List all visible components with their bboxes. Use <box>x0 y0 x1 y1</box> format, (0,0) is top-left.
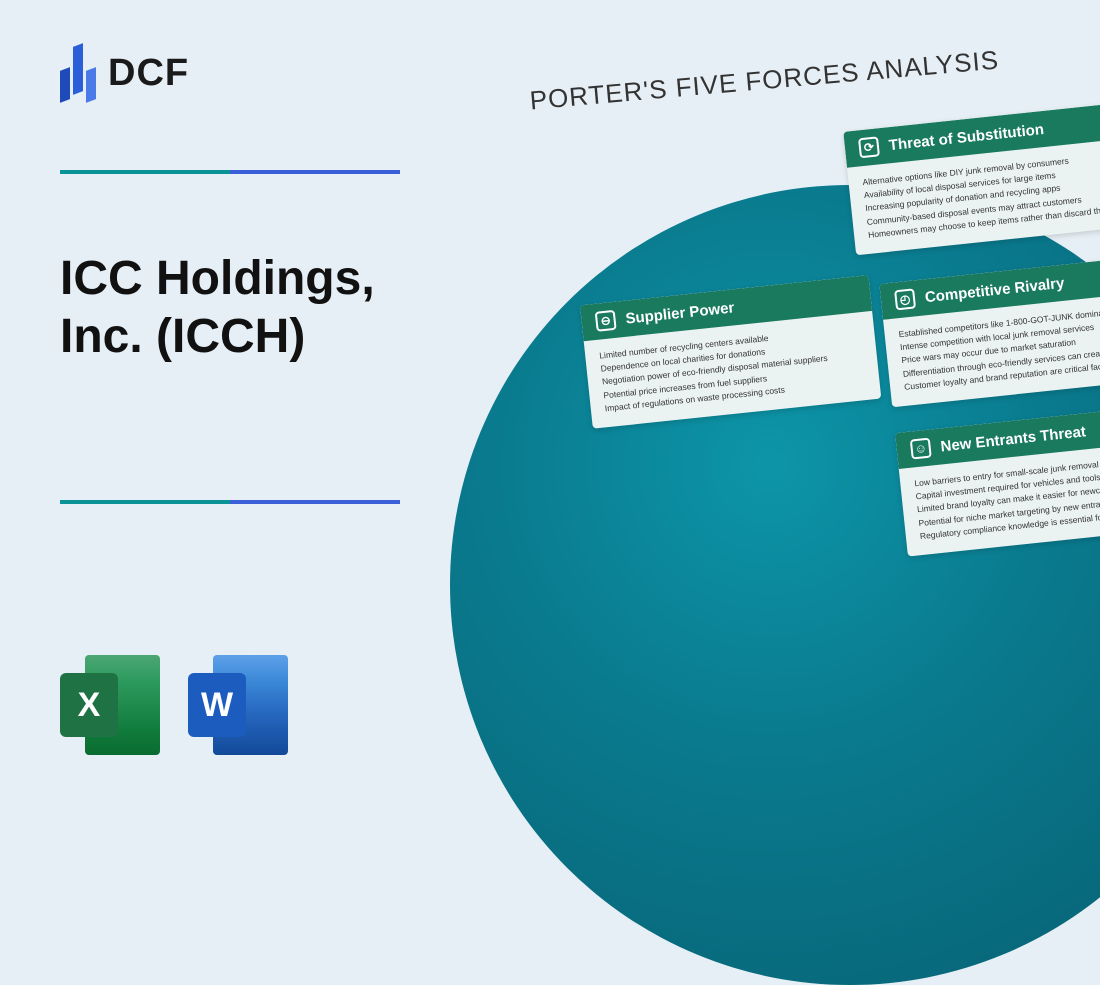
clock-icon <box>894 288 916 310</box>
card-substitution: Threat of Substitution Alternative optio… <box>843 102 1100 255</box>
card-title: Competitive Rivalry <box>924 274 1065 306</box>
excel-icon[interactable]: X <box>60 655 160 755</box>
word-icon[interactable]: W <box>188 655 288 755</box>
brand-logo: DCF <box>60 45 189 101</box>
brand-name: DCF <box>108 52 189 95</box>
divider-bottom <box>60 500 400 504</box>
key-icon <box>595 310 617 332</box>
card-title: Supplier Power <box>625 299 735 327</box>
word-letter: W <box>188 673 246 737</box>
file-icons-row: X W <box>60 655 288 755</box>
excel-letter: X <box>60 673 118 737</box>
person-icon <box>910 438 932 460</box>
logo-bars-icon <box>60 45 96 101</box>
refresh-icon <box>858 136 880 158</box>
analysis-heading: PORTER'S FIVE FORCES ANALYSIS <box>529 45 1001 117</box>
company-title: ICC Holdings, Inc. (ICCH) <box>60 250 460 365</box>
divider-top <box>60 170 400 174</box>
card-title: New Entrants Threat <box>940 423 1087 455</box>
